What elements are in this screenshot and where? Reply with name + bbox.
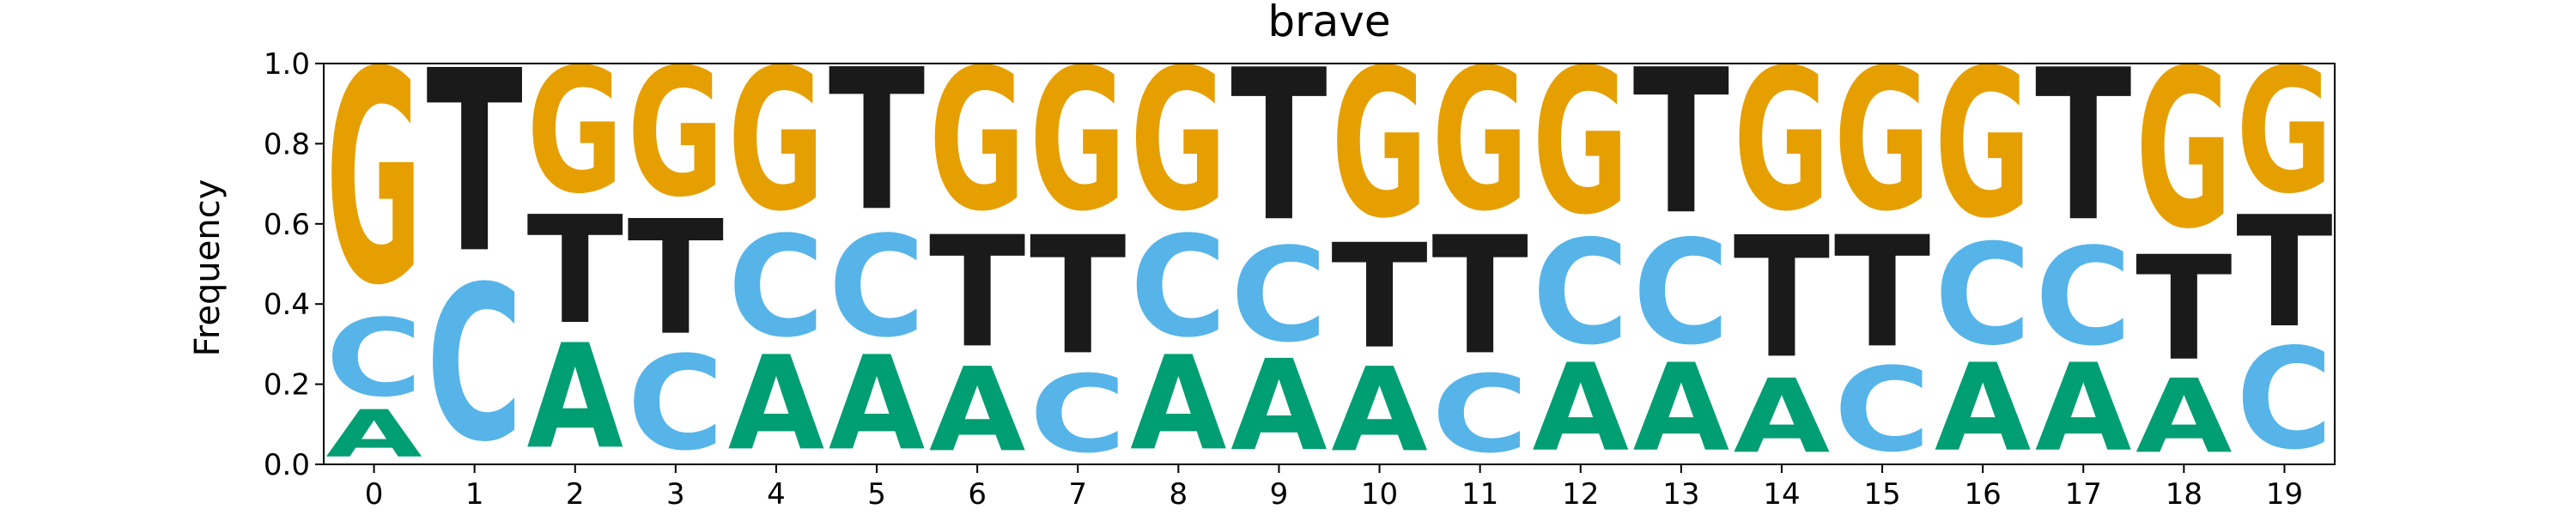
logo-letter-t: T [829, 27, 925, 254]
logo-letter-g: G [1431, 28, 1528, 255]
logo-letter-g: G [527, 33, 623, 232]
y-tick-label: 0.4 [264, 288, 310, 322]
x-tick-label: 10 [1361, 477, 1398, 512]
logo-letter-g: G [2136, 24, 2232, 277]
x-tick-label: 1 [465, 477, 484, 512]
x-tick-label: 2 [566, 477, 585, 512]
x-tick-label: 14 [1763, 477, 1800, 512]
x-tick-label: 0 [365, 477, 384, 512]
logo-letter-g: G [1130, 28, 1226, 255]
x-tick-label: 19 [2266, 477, 2303, 512]
x-tick-label: 8 [1170, 477, 1188, 512]
x-tick-label: 15 [1863, 477, 1900, 512]
logo-letter-g: G [628, 32, 724, 237]
logo-letter-t: T [426, 17, 522, 309]
y-tick-label: 0.0 [264, 448, 310, 482]
y-axis-label: Frequency [188, 179, 228, 357]
logo-letter-g: G [728, 28, 824, 255]
x-tick-label: 5 [867, 477, 886, 512]
logo-letter-t: T [1633, 27, 1729, 259]
logo-letter-g: G [1834, 28, 1930, 255]
logo-letter-g: G [1030, 28, 1126, 255]
x-tick-label: 3 [666, 477, 685, 512]
logo-letter-g: G [1533, 27, 1629, 258]
logo-letter-g: G [2236, 33, 2332, 232]
x-tick-label: 18 [2166, 477, 2202, 512]
y-tick-label: 0.2 [264, 368, 310, 403]
x-tick-label: 6 [968, 477, 987, 512]
y-tick-label: 0.8 [264, 127, 310, 161]
x-tick-label: 12 [1562, 477, 1599, 512]
x-tick-label: 7 [1068, 477, 1087, 512]
plot-frame [324, 64, 2335, 464]
logo-letter-g: G [929, 28, 1025, 255]
logo-letter-g: G [325, 11, 422, 350]
x-tick-label: 16 [1965, 477, 2002, 512]
logo-letters: ACGCTATGCTGACGACTATGCTGACGACTATGCTGACGAC… [325, 11, 2332, 489]
x-tick-label: 4 [767, 477, 786, 512]
logo-letter-g: G [1935, 26, 2031, 264]
y-tick-label: 1.0 [264, 47, 310, 82]
x-tick-label: 9 [1270, 477, 1289, 512]
x-tick-label: 13 [1662, 477, 1699, 512]
x-tick-label: 17 [2065, 477, 2102, 512]
logo-letter-g: G [1734, 28, 1830, 255]
chart-title: brave [1267, 0, 1390, 46]
logo-letter-t: T [1230, 24, 1327, 267]
logo-letter-t: T [2035, 24, 2131, 267]
y-tick-label: 0.6 [264, 208, 310, 242]
x-tick-label: 11 [1461, 477, 1498, 512]
logo-letter-g: G [1331, 26, 1427, 264]
